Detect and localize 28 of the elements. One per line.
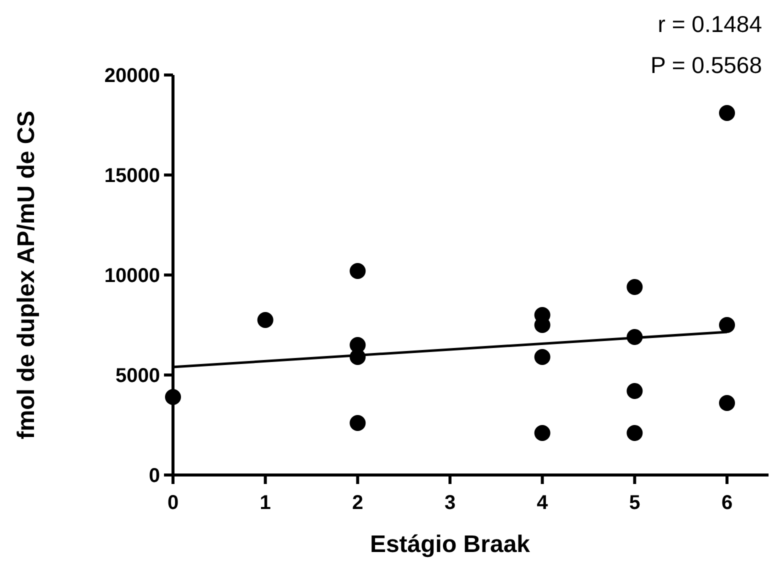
- point: [350, 415, 366, 431]
- point: [626, 279, 643, 295]
- x-tick-label: 1: [260, 492, 271, 514]
- point: [534, 425, 550, 441]
- point: [626, 383, 643, 399]
- y-axis-title: fmol de duplex AP/mU de CS: [13, 110, 40, 440]
- y-tick-label: 20000: [104, 65, 160, 87]
- text: r = 0.1484: [658, 11, 762, 37]
- point: [626, 425, 643, 441]
- y-tick-label: 5000: [116, 365, 160, 387]
- point: [719, 317, 735, 333]
- annotation: P = 0.5568: [650, 52, 762, 78]
- point: [719, 395, 735, 411]
- y-tick-label: 0: [148, 465, 160, 487]
- y-tick-label: 10000: [104, 265, 160, 287]
- x-tick-label: 4: [536, 492, 549, 514]
- point: [719, 105, 735, 121]
- x-tick-label: 3: [444, 492, 456, 514]
- x-tick-label: 0: [167, 492, 179, 514]
- x-axis-title: Estágio Braak: [370, 531, 531, 558]
- point: [350, 263, 366, 279]
- x-tick-label: 6: [721, 492, 733, 514]
- x-tick-label: 2: [352, 492, 364, 514]
- point: [534, 349, 550, 365]
- y-tick-label: 15000: [104, 165, 160, 187]
- x-tick-label: 5: [629, 492, 640, 514]
- point: [165, 389, 181, 405]
- point: [257, 312, 274, 328]
